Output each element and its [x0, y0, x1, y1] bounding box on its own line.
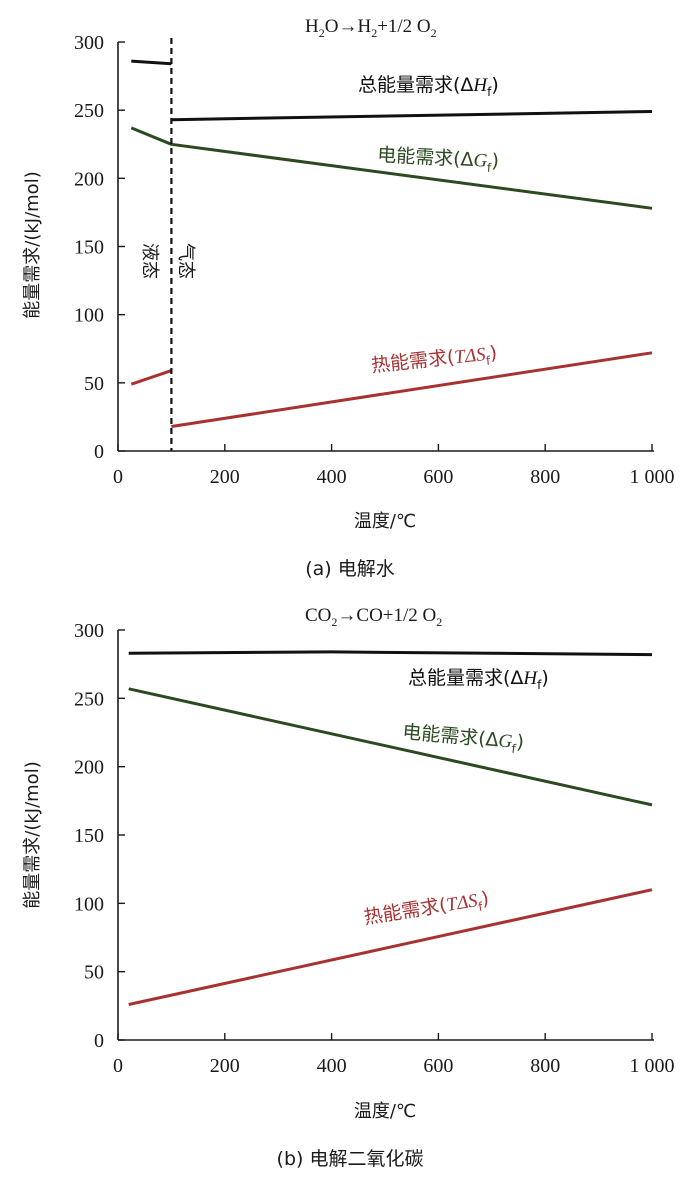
- phase-label-liquid: 液态: [139, 243, 160, 279]
- x-axis-title-b: 温度/℃: [354, 1101, 416, 1122]
- y-tick-label: 0: [94, 1030, 104, 1052]
- x-tick-label: 200: [210, 466, 240, 488]
- y-tick-label: 250: [74, 688, 104, 710]
- y-tick-label: 200: [74, 168, 104, 190]
- x-tick-label: 0: [113, 466, 123, 488]
- series-line-total: [171, 110, 653, 122]
- series-label-total-b: 总能量需求(ΔHf): [408, 667, 549, 692]
- y-axis-title-a: 能量需求/(kJ/mol): [22, 171, 43, 318]
- x-tick-label: 600: [423, 466, 453, 488]
- y-tick-label: 50: [84, 962, 104, 984]
- series-label-thermal-b: 热能需求(TΔSf): [362, 887, 491, 931]
- y-tick-label: 150: [74, 825, 104, 847]
- series-label-thermal-a: 热能需求(TΔSf): [370, 342, 498, 380]
- y-tick-label: 100: [74, 305, 104, 327]
- x-tick-label: 600: [423, 1055, 453, 1077]
- series-line-total: [128, 650, 653, 657]
- series-lines-a: [130, 59, 653, 428]
- caption-a: (a) 电解水: [305, 558, 395, 580]
- series-lines-b: [128, 650, 653, 1006]
- x-tick-label: 400: [317, 1055, 347, 1077]
- series-label-electric-a: 电能需求(ΔGf): [377, 144, 500, 175]
- y-tick-label: 200: [74, 757, 104, 779]
- series-label-total-a: 总能量需求(ΔHf): [358, 74, 499, 99]
- series-line-electric: [128, 687, 653, 807]
- axes-a: [117, 42, 654, 452]
- x-tick-label: 400: [317, 466, 347, 488]
- ticks-a: 0 200 400 600 800 1 000 0 50 100 150 200 250 300: [74, 32, 675, 488]
- ticks-b: 0 200 400 600 800 1 000 0 50 100 150 200 250 300: [74, 620, 675, 1077]
- y-tick-label: 300: [74, 32, 104, 54]
- x-tick-label: 0: [113, 1055, 123, 1077]
- y-tick-label: 300: [74, 620, 104, 642]
- chart-co2-electrolysis: CO2→CO+1/2 O2 0 200 400 600 800 1 000 0 50 100 15…: [22, 605, 675, 1170]
- x-tick-label: 1 000: [630, 1055, 675, 1077]
- x-axis-title-a: 温度/℃: [354, 511, 416, 532]
- axes-b: [117, 630, 654, 1041]
- x-tick-label: 800: [530, 466, 560, 488]
- caption-b: (b) 电解二氧化碳: [277, 1148, 424, 1170]
- x-tick-label: 200: [210, 1055, 240, 1077]
- x-tick-label: 800: [530, 1055, 560, 1077]
- y-tick-label: 150: [74, 237, 104, 259]
- y-axis-title-b: 能量需求/(kJ/mol): [22, 761, 43, 908]
- y-tick-label: 100: [74, 893, 104, 915]
- y-tick-label: 250: [74, 100, 104, 122]
- y-tick-label: 50: [84, 373, 104, 395]
- y-tick-label: 0: [94, 441, 104, 463]
- series-line-thermal: [128, 888, 653, 1006]
- reaction-formula-b: CO2→CO+1/2 O2: [305, 605, 442, 629]
- series-label-electric-b: 电能需求(ΔGf): [401, 721, 525, 757]
- series-line-thermal: [130, 369, 172, 386]
- series-line-total: [131, 59, 172, 66]
- chart-water-electrolysis: H2O→H2+1/2 O2 0 200 400 600 800 1 000 0 50 100 15…: [22, 16, 675, 580]
- x-tick-label: 1 000: [630, 466, 675, 488]
- phase-label-gas: 气态: [175, 243, 196, 279]
- series-line-electric: [130, 126, 653, 210]
- reaction-formula-a: H2O→H2+1/2 O2: [305, 16, 437, 40]
- series-line-thermal: [171, 351, 653, 428]
